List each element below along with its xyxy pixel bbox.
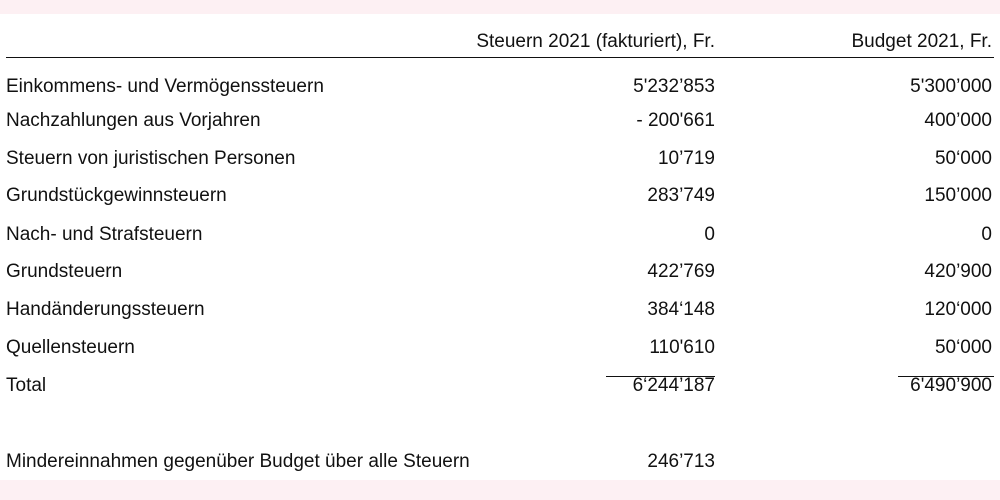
summary-value: 246’713 <box>647 451 715 472</box>
row-steuern-value: 110'610 <box>649 337 715 358</box>
row-label: Nachzahlungen aus Vorjahren <box>6 110 261 131</box>
table-row: Handänderungssteuern 384‘148 120‘000 <box>0 299 1000 329</box>
row-label: Grundstückgewinnsteuern <box>6 185 227 206</box>
row-label: Einkommens- und Vermögenssteuern <box>6 76 324 97</box>
total-budget-value: 6'490’900 <box>910 375 992 396</box>
row-budget-value: 50‘000 <box>934 337 992 358</box>
table-row: Steuern von juristischen Personen 10’719… <box>0 148 1000 178</box>
row-budget-value: 400’000 <box>924 110 992 131</box>
table-row: Nach- und Strafsteuern 0 0 <box>0 224 1000 254</box>
table-row: Grundstückgewinnsteuern 283’749 150’000 <box>0 185 1000 215</box>
table-row: Einkommens- und Vermögenssteuern 5'232’8… <box>0 76 1000 106</box>
row-label: Nach- und Strafsteuern <box>6 224 203 245</box>
row-budget-value: 5'300’000 <box>910 76 992 97</box>
subtotal-rule-budget <box>898 376 994 377</box>
row-steuern-value: 5'232’853 <box>633 76 715 97</box>
row-steuern-value: - 200'661 <box>636 110 715 131</box>
table-row: Quellensteuern 110'610 50‘000 <box>0 337 1000 367</box>
summary-row: Mindereinnahmen gegenüber Budget über al… <box>0 451 1000 481</box>
row-budget-value: 150’000 <box>924 185 992 206</box>
header-steuern-2021: Steuern 2021 (fakturiert), Fr. <box>476 31 715 52</box>
tax-table: Steuern 2021 (fakturiert), Fr. Budget 20… <box>0 14 1000 480</box>
header-rule <box>6 57 994 58</box>
row-label: Handänderungssteuern <box>6 299 205 320</box>
row-budget-value: 420’900 <box>924 261 992 282</box>
total-label: Total <box>6 375 47 396</box>
row-budget-value: 0 <box>981 224 992 245</box>
row-steuern-value: 0 <box>704 224 715 245</box>
row-steuern-value: 283’749 <box>647 185 715 206</box>
row-steuern-value: 384‘148 <box>647 299 715 320</box>
row-steuern-value: 422’769 <box>647 261 715 282</box>
table-row: Grundsteuern 422’769 420’900 <box>0 261 1000 291</box>
row-steuern-value: 10’719 <box>657 148 715 169</box>
row-budget-value: 50‘000 <box>934 148 992 169</box>
subtotal-rule-steuern <box>606 376 715 377</box>
summary-label: Mindereinnahmen gegenüber Budget über al… <box>6 451 470 472</box>
row-label: Steuern von juristischen Personen <box>6 148 296 169</box>
table-row: Nachzahlungen aus Vorjahren - 200'661 40… <box>0 110 1000 140</box>
total-row: Total 6‘244’187 6'490’900 <box>0 375 1000 405</box>
row-label: Quellensteuern <box>6 337 135 358</box>
total-steuern-value: 6‘244’187 <box>632 375 715 396</box>
row-label: Grundsteuern <box>6 261 123 282</box>
header-budget-2021: Budget 2021, Fr. <box>851 31 993 52</box>
row-budget-value: 120‘000 <box>924 299 992 320</box>
